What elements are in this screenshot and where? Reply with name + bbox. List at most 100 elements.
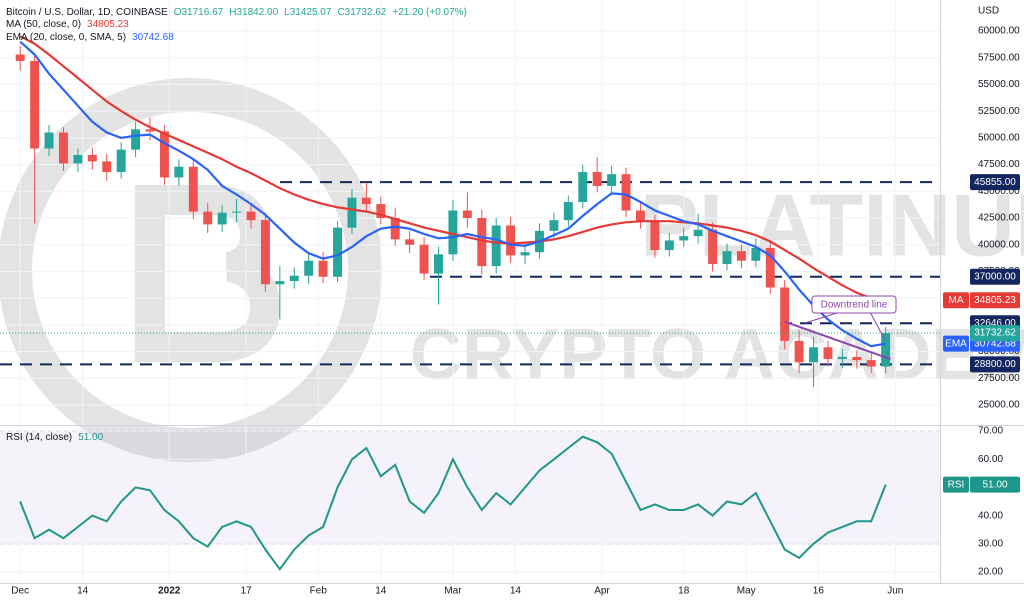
candle-body <box>765 247 775 288</box>
candle-body <box>506 225 516 256</box>
callout-pointer <box>869 311 886 341</box>
candle-body <box>44 132 54 149</box>
level-badge-text: 28800.00 <box>974 359 1016 370</box>
callout-text: Downtrend line <box>821 300 888 311</box>
candle-body <box>578 172 588 202</box>
x-tick-label: 14 <box>77 586 89 597</box>
rsi-tick-label: 70.00 <box>978 426 1003 437</box>
rsi-badge <box>970 476 1020 493</box>
x-tick-label: 14 <box>375 586 387 597</box>
legend-item: O31716.67 <box>174 7 224 18</box>
legend-title: Bitcoin / U.S. Dollar, 1D, COINBASE O3171… <box>6 7 467 18</box>
candle-body <box>419 244 429 274</box>
y-tick-label: 52500.00 <box>978 106 1020 117</box>
rsi-tick-label: 30.00 <box>978 538 1003 549</box>
watermark-ring <box>0 78 382 462</box>
candle-body <box>116 149 126 173</box>
currency-label: USD <box>978 6 999 17</box>
candle-body <box>852 356 862 361</box>
x-tick-label: 14 <box>510 586 522 597</box>
candle-body <box>232 211 242 213</box>
candle-body <box>823 347 833 360</box>
price-badge-text: 31732.62 <box>974 328 1016 339</box>
candle-body <box>246 211 256 221</box>
candle-body <box>549 220 559 231</box>
candle-body <box>174 166 184 178</box>
candle-body <box>260 220 270 285</box>
candle-body <box>304 260 314 276</box>
y-tick-label: 55000.00 <box>978 79 1020 90</box>
rsi-badge-text: 51.00 <box>982 479 1007 490</box>
rsi-tick-label: 60.00 <box>978 454 1003 465</box>
legend-item: 30742.68 <box>132 32 174 43</box>
legend-item: EMA (20, close, 0, SMA, 5) <box>6 32 126 43</box>
candle-body <box>635 210 645 222</box>
legend-row: MA (50, close, 0) 34805.23 <box>6 19 129 30</box>
legend-item: C31732.62 <box>337 7 386 18</box>
candle-body <box>592 172 602 186</box>
candle-body <box>347 197 357 228</box>
candle-body <box>881 333 891 367</box>
candle-body <box>159 131 169 178</box>
indicator-badge-text: 34805.23 <box>974 295 1016 306</box>
candle-body <box>30 60 40 149</box>
legend-item: +21.20 (+0.07%) <box>392 7 467 18</box>
y-tick-label: 27500.00 <box>978 373 1020 384</box>
y-tick-label: 50000.00 <box>978 132 1020 143</box>
plot: Downtrend line <box>0 35 940 571</box>
x-tick-label: Jun <box>887 586 903 597</box>
grid <box>0 0 940 583</box>
candle-body <box>664 240 674 251</box>
candle-body <box>217 212 227 225</box>
candle-body <box>679 236 689 241</box>
indicator-badge <box>970 292 1020 309</box>
candle-body <box>405 239 415 245</box>
y-tick-label: 57500.00 <box>978 52 1020 63</box>
candle-body <box>837 356 847 360</box>
trendline <box>784 320 891 361</box>
callout-pointer <box>804 311 841 324</box>
candle-body <box>708 229 718 264</box>
x-tick-label: Apr <box>594 586 610 597</box>
legend-item: MA (50, close, 0) <box>6 19 81 30</box>
candle-body <box>693 229 703 237</box>
candle-body <box>477 218 487 267</box>
x-tick-label: 17 <box>241 586 253 597</box>
indicator-line <box>19 40 886 348</box>
candle-body <box>361 197 371 205</box>
candle-body <box>318 260 328 277</box>
candle-body <box>145 129 155 132</box>
legend-item: H31842.00 <box>229 7 278 18</box>
candle-body <box>462 210 472 219</box>
watermark-text: CRYPTO ACADEMY <box>410 315 1024 395</box>
candle-body <box>621 174 631 211</box>
candle-body <box>520 252 530 256</box>
candle-body <box>809 347 819 363</box>
rsi-tick-label: 40.00 <box>978 510 1003 521</box>
indicator-badge-tag <box>943 335 969 352</box>
indicator-badge-tag <box>943 292 969 309</box>
level-badge-text: 37000.00 <box>974 271 1016 282</box>
level-badge <box>970 174 1020 191</box>
candle-body <box>491 225 501 267</box>
x-tick-label: May <box>737 586 756 597</box>
x-tick-label: Dec <box>11 586 29 597</box>
indicator-badge-tag-text: EMA <box>945 338 967 349</box>
level-badge-text: 45855.00 <box>974 177 1016 188</box>
y-tick-label: 30000.00 <box>978 346 1020 357</box>
candle-body <box>780 287 790 341</box>
candle-body <box>188 166 198 212</box>
candle-body <box>722 251 732 264</box>
x-tick-label: Feb <box>310 586 328 597</box>
y-tick-label: 42500.00 <box>978 213 1020 224</box>
y-tick-label: 47500.00 <box>978 159 1020 170</box>
candle-body <box>87 154 97 162</box>
rsi-badge-tag-text: RSI <box>948 479 965 490</box>
candle-body <box>131 129 141 150</box>
rsi-line <box>19 435 887 571</box>
candle-body <box>751 247 761 261</box>
candle-body <box>434 254 443 274</box>
x-tick-label: Mar <box>444 586 462 597</box>
indicator-badge-tag-text: MA <box>949 295 964 306</box>
indicator-line <box>19 35 886 302</box>
